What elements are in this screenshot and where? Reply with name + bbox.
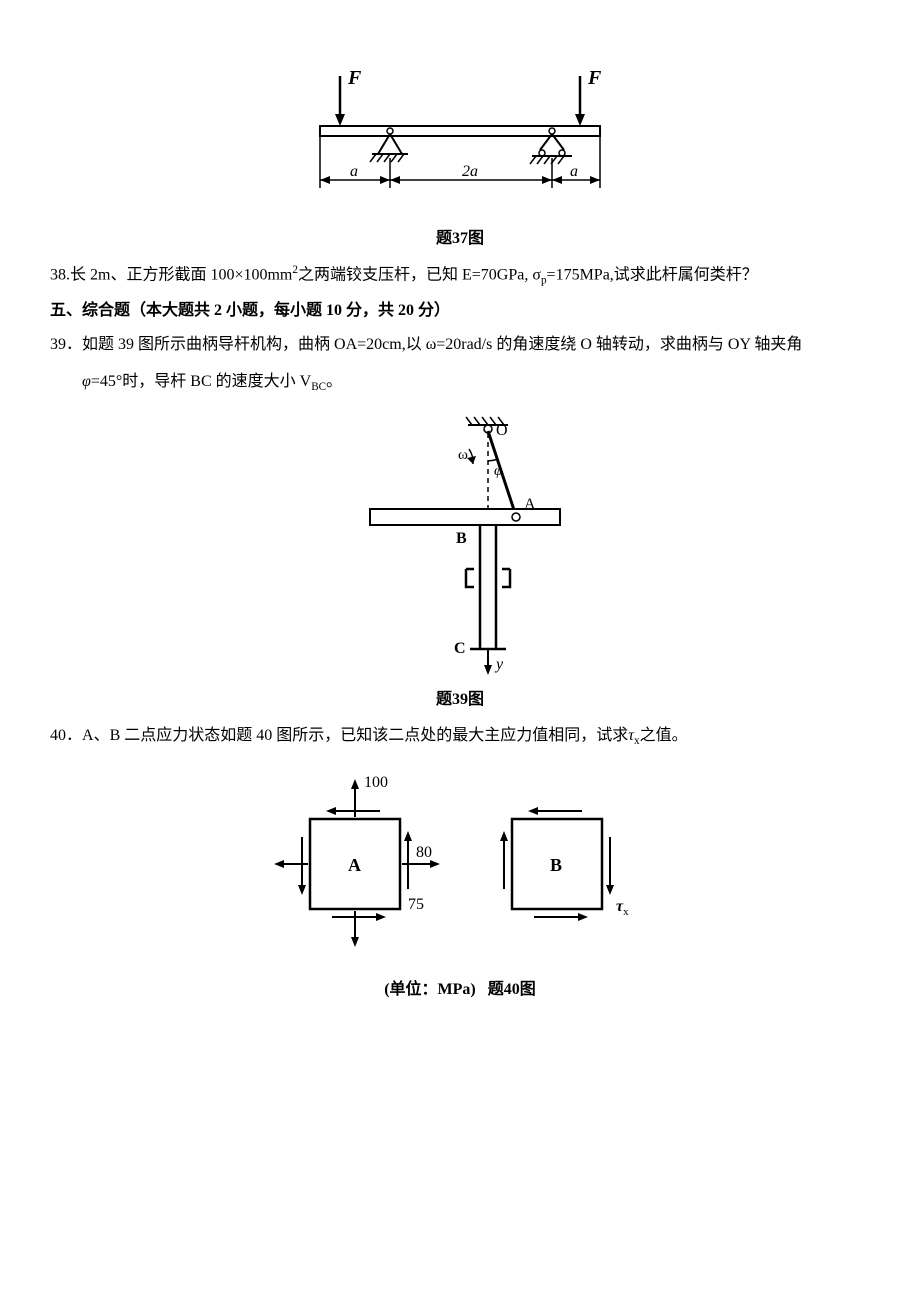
q39-prefix: 39． [50,336,82,353]
q38-text-3: =175MPa,试求此杆属何类杆？ [547,266,758,283]
omega-arrow [467,456,476,464]
label-block-a: A [348,855,361,875]
figure-39: O φ ω A B C y [50,409,870,679]
guide-left [466,569,474,587]
question-39-line2: φ=45°时，导杆 BC 的速度大小 VBC。 [50,369,870,397]
force-f-left: F [347,67,362,89]
force-left: F [335,67,362,126]
q39-text-3: 。 [326,373,342,390]
q38-prefix: 38. [50,266,70,283]
dim-2a: 2a [462,163,478,180]
label-phi: φ [494,463,502,479]
label-o: O [496,422,508,439]
q40-text-2: 之值。 [640,727,688,744]
q40-prefix: 40． [50,727,82,744]
fig40-unit: (单位：MPa) [384,981,476,998]
svg-text:τx: τx [616,898,629,918]
figure-39-svg: O φ ω A B C y [340,409,580,679]
support-left [370,128,408,162]
label-b: B [456,530,467,547]
question-40: 40．A、B 二点应力状态如题 40 图所示，已知该二点处的最大主应力值相同，试… [50,723,870,751]
a-val-80: 80 [416,844,432,861]
label-c: C [454,640,466,657]
q39-text-1: 如题 39 图所示曲柄导杆机构，曲柄 OA=20cm,以 ω=20rad/s 的… [82,336,802,353]
label-a: A [524,496,536,513]
guide-right [502,569,510,587]
figure-40: A 100 80 75 B [50,759,870,969]
q38-text-1: 长 2m、正方形截面 100×100mm [70,266,292,283]
support-right [530,128,572,164]
label-y: y [494,656,504,673]
pin-a [512,513,520,521]
dimensions: a 2a a [320,136,600,188]
q39-phi: φ [82,373,91,390]
figure-40-label: (单位：MPa) 题40图 [50,977,870,1003]
q38-text-2: 之两端铰支压杆，已知 E=70GPa, σ [298,266,541,283]
force-f-right: F [587,67,602,89]
figure-40-svg: A 100 80 75 B [240,759,680,969]
force-right: F [575,67,602,126]
dim-a-right: a [570,163,578,180]
label-omega: ω [458,447,468,463]
q40-text-1: A、B 二点应力状态如题 40 图所示，已知该二点处的最大主应力值相同，试求 [82,727,628,744]
a-val-100: 100 [364,774,388,791]
figure-37-svg: F F a 2a a [280,58,640,218]
beam-rect [320,126,600,136]
fig40-label-text: 题40图 [488,981,536,998]
b-tau-sub: x [623,906,629,918]
a-val-75: 75 [408,896,424,913]
figure-37: F F a 2a a [50,58,870,218]
label-block-b: B [550,855,562,875]
q39-sub-bc: BC [311,381,326,393]
section-5-title: 五、综合题（本大题共 2 小题，每小题 10 分，共 20 分） [50,298,870,324]
figure-37-label: 题37图 [50,226,870,252]
question-38: 38.长 2m、正方形截面 100×100mm2之两端铰支压杆，已知 E=70G… [50,262,870,290]
dim-a-left: a [350,163,358,180]
q39-text-2: =45°时，导杆 BC 的速度大小 V [91,373,311,390]
question-39-line1: 39．如题 39 图所示曲柄导杆机构，曲柄 OA=20cm,以 ω=20rad/… [50,332,870,358]
y-arrow [484,665,492,675]
figure-39-label: 题39图 [50,687,870,713]
